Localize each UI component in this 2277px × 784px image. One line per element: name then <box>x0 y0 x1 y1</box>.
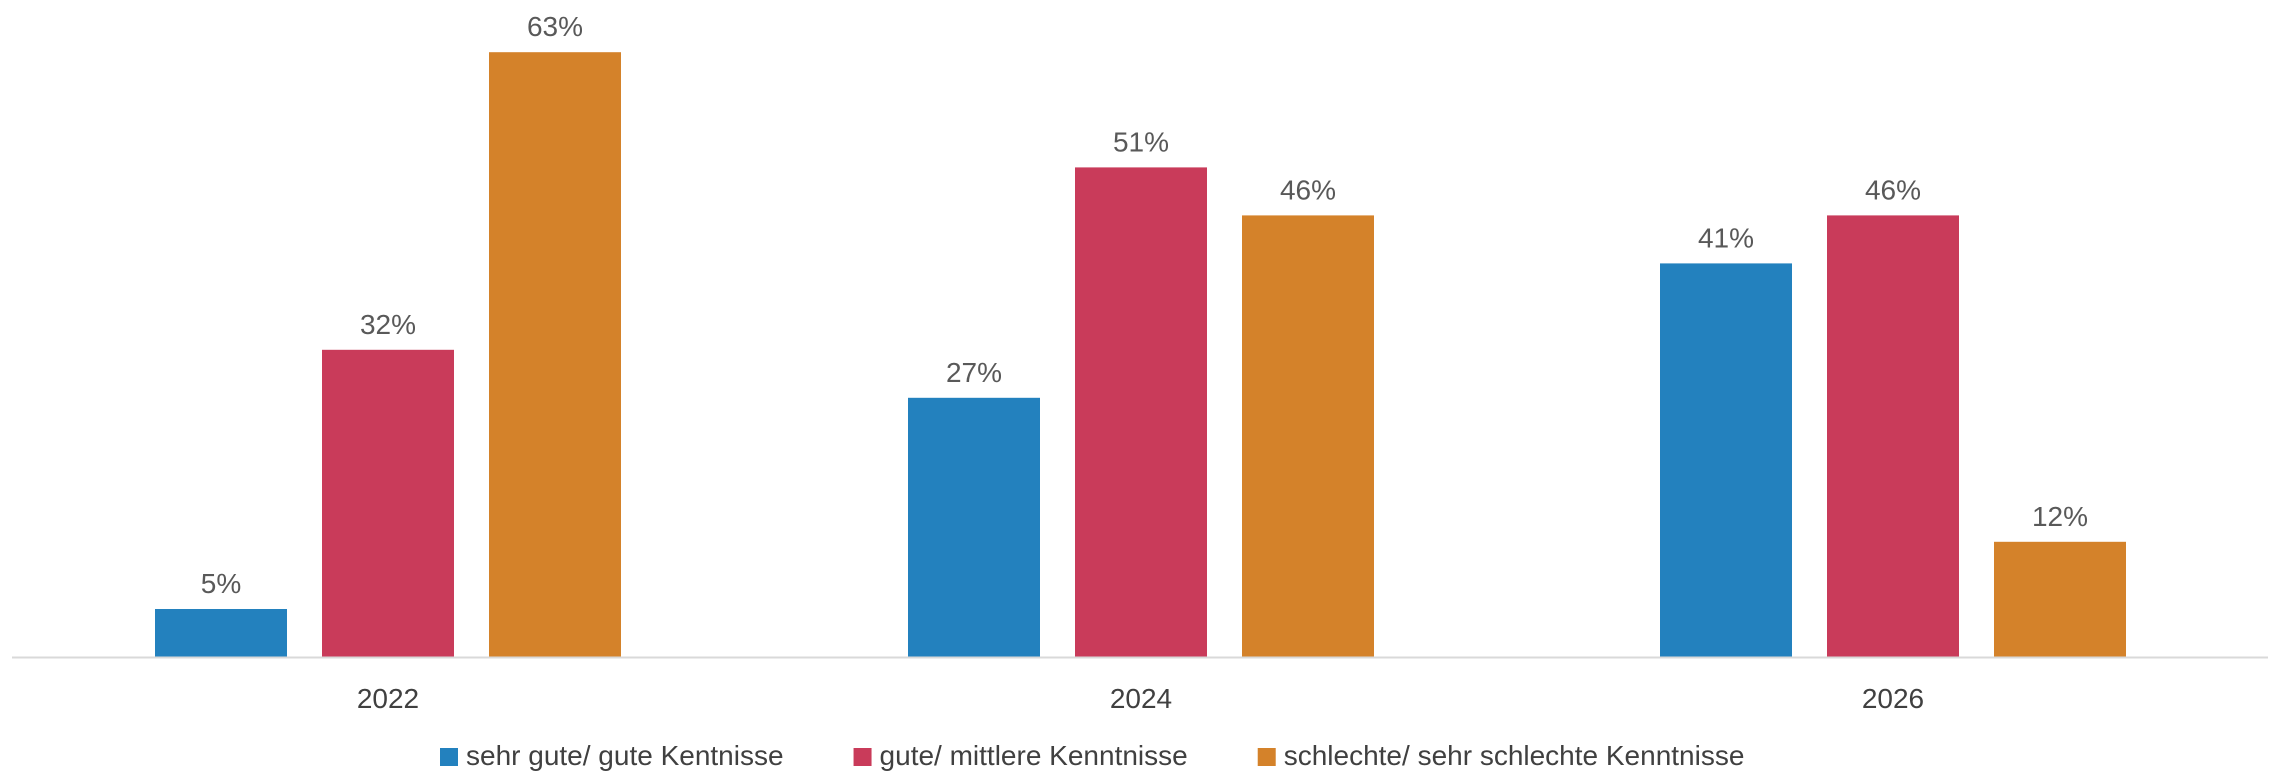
legend-item-3: schlechte/ sehr schlechte Kenntnisse <box>1257 740 1745 771</box>
legend-label-3: schlechte/ sehr schlechte Kenntnisse <box>1284 740 1745 771</box>
data-label-2026-series-1: 41% <box>1698 222 1754 253</box>
bars-layer <box>155 52 2126 657</box>
bar-2024-series-3 <box>1242 215 1374 657</box>
x-tick-label-2022: 2022 <box>357 683 419 714</box>
data-label-2024-series-2: 51% <box>1113 126 1169 157</box>
bar-2024-series-2 <box>1075 167 1207 657</box>
data-label-2022-series-1: 5% <box>201 568 241 599</box>
legend-swatch-3 <box>1257 748 1276 766</box>
bar-2022-series-2 <box>322 349 454 657</box>
data-label-2024-series-1: 27% <box>946 357 1002 388</box>
legend-swatch-2 <box>853 748 872 766</box>
legend-swatch-1 <box>440 748 458 766</box>
x-tick-label-2024: 2024 <box>1110 683 1172 714</box>
x-tick-label-2026: 2026 <box>1862 683 1924 714</box>
legend: sehr gute/ gute Kentnisse gute/ mittlere … <box>440 740 1744 771</box>
bar-2026-series-1 <box>1660 263 1792 657</box>
bar-2026-series-3 <box>1994 541 2126 657</box>
bar-2026-series-2 <box>1827 215 1959 657</box>
x-tick-labels-layer: 2022 2024 2026 <box>357 683 1924 714</box>
data-labels-layer: 5% 32% 63% 27% 51% 46% 41% 46% 12% <box>201 11 2088 599</box>
legend-label-1: sehr gute/ gute Kentnisse <box>466 740 784 771</box>
data-label-2024-series-3: 46% <box>1280 174 1336 205</box>
legend-item-2: gute/ mittlere Kenntnisse <box>853 740 1188 771</box>
data-label-2026-series-3: 12% <box>2032 501 2088 532</box>
bar-2022-series-1 <box>155 609 287 657</box>
legend-item-1: sehr gute/ gute Kentnisse <box>440 740 784 771</box>
data-label-2026-series-2: 46% <box>1865 174 1921 205</box>
legend-label-2: gute/ mittlere Kenntnisse <box>880 740 1188 771</box>
data-label-2022-series-2: 32% <box>360 309 416 340</box>
bar-2022-series-3 <box>489 52 621 657</box>
bar-2024-series-1 <box>908 397 1040 657</box>
data-label-2022-series-3: 63% <box>527 11 583 42</box>
